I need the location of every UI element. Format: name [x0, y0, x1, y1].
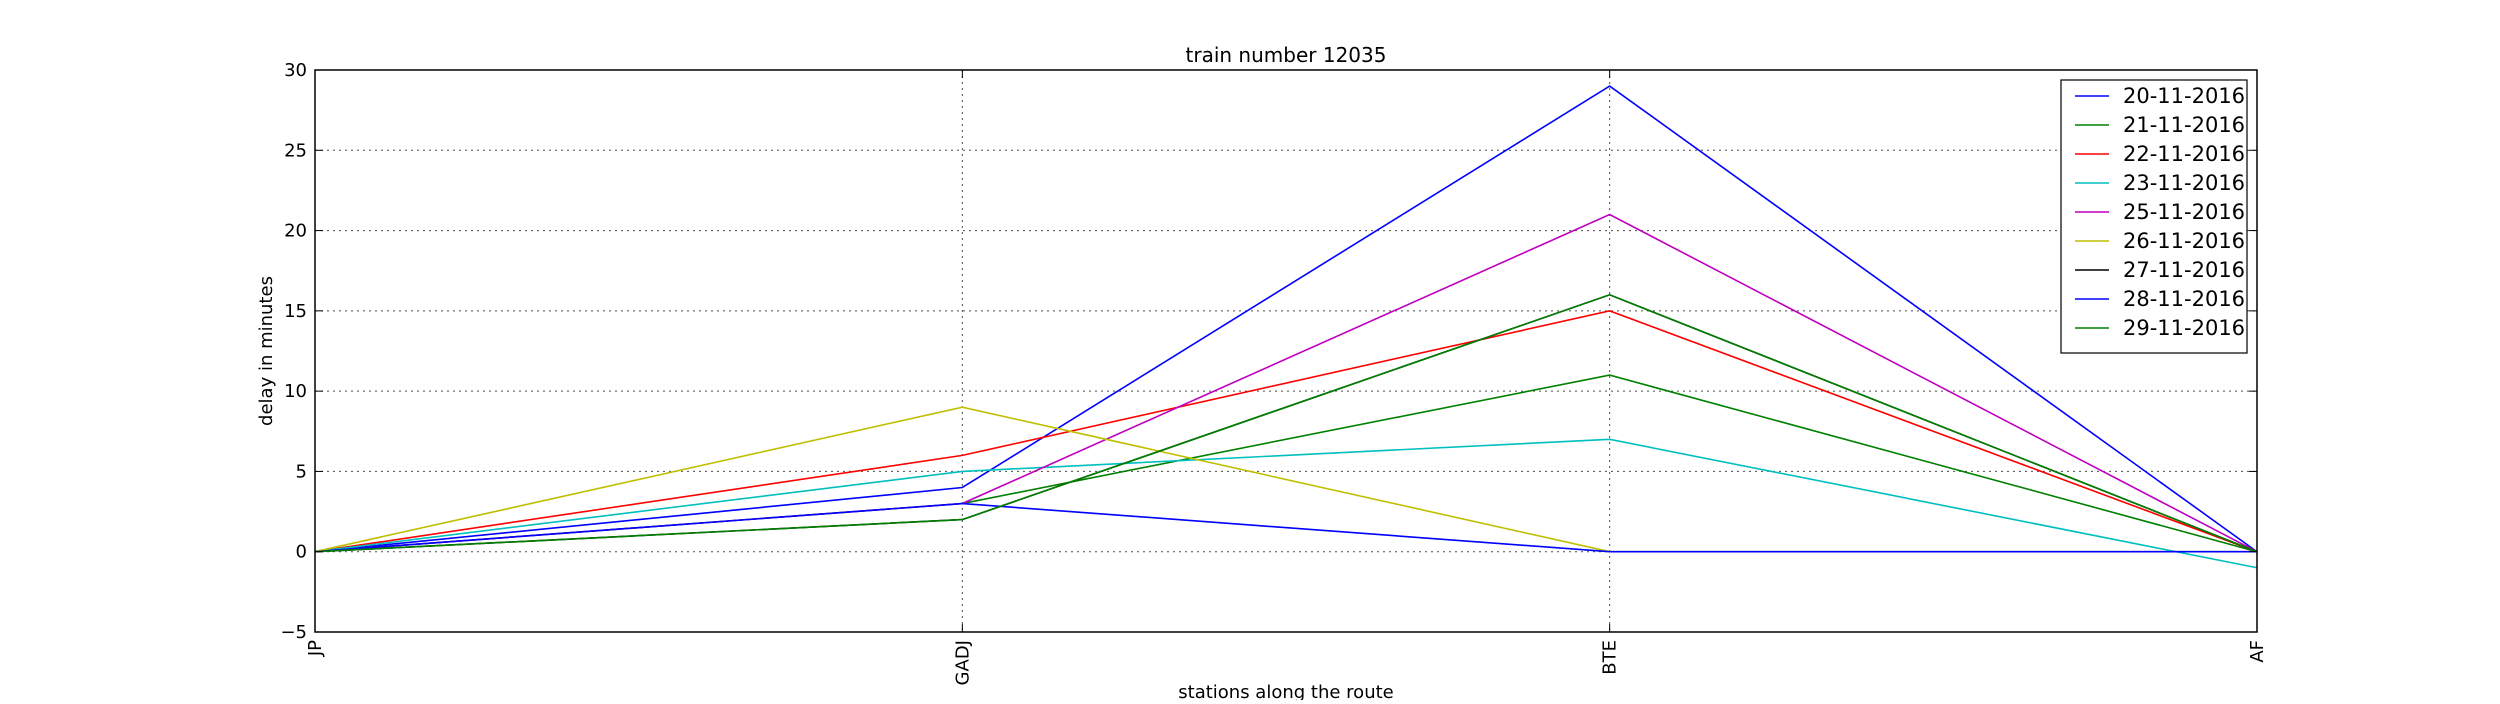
series-line-20-11-2016 [314, 85, 2258, 553]
y-tick-label: 15 [284, 301, 307, 322]
series-line-23-11-2016 [314, 438, 2258, 569]
series-line-21-11-2016 [314, 374, 2258, 553]
x-tick-label: BTE [1600, 640, 1621, 675]
legend-label: 21-11-2016 [2123, 113, 2245, 137]
legend-label: 29-11-2016 [2123, 316, 2245, 340]
legend: 20-11-2016 21-11-2016 22-11-2016 23-11-2016… [2060, 79, 2248, 354]
y-axis-title: delay in minutes [256, 276, 277, 426]
y-tick-label: −5 [280, 622, 307, 643]
x-tick-label: GADJ [952, 640, 973, 685]
legend-label: 23-11-2016 [2123, 171, 2245, 195]
legend-label: 22-11-2016 [2123, 142, 2245, 166]
x-tick-label: AF [2247, 640, 2268, 663]
legend-label: 27-11-2016 [2123, 258, 2245, 282]
series-line-28-11-2016 [314, 502, 2257, 553]
y-tick-label: 5 [296, 461, 307, 482]
y-ticks: −5 0 5 10 15 20 25 30 [280, 60, 2257, 643]
series-lines [314, 85, 2258, 569]
grid [315, 70, 2257, 632]
y-tick-label: 30 [284, 60, 307, 81]
legend-label: 20-11-2016 [2123, 84, 2245, 108]
x-tick-label: JP [305, 640, 326, 657]
series-line-29-11-2016 [314, 293, 2258, 553]
legend-label: 25-11-2016 [2123, 200, 2245, 224]
x-ticks: JP GADJ BTE AF [305, 70, 2268, 685]
series-line-22-11-2016 [314, 310, 2258, 553]
series-line-27-11-2016 [314, 293, 2258, 553]
chart-title: train number 12035 [1186, 43, 1387, 67]
y-tick-label: 25 [284, 140, 307, 161]
y-tick-label: 0 [296, 542, 307, 563]
legend-label: 28-11-2016 [2123, 287, 2245, 311]
y-tick-label: 10 [284, 381, 307, 402]
y-tick-label: 20 [284, 221, 307, 242]
legend-label: 26-11-2016 [2123, 229, 2245, 253]
plot-frame [314, 69, 2258, 633]
x-axis-title: stations along the route [1178, 682, 1393, 700]
